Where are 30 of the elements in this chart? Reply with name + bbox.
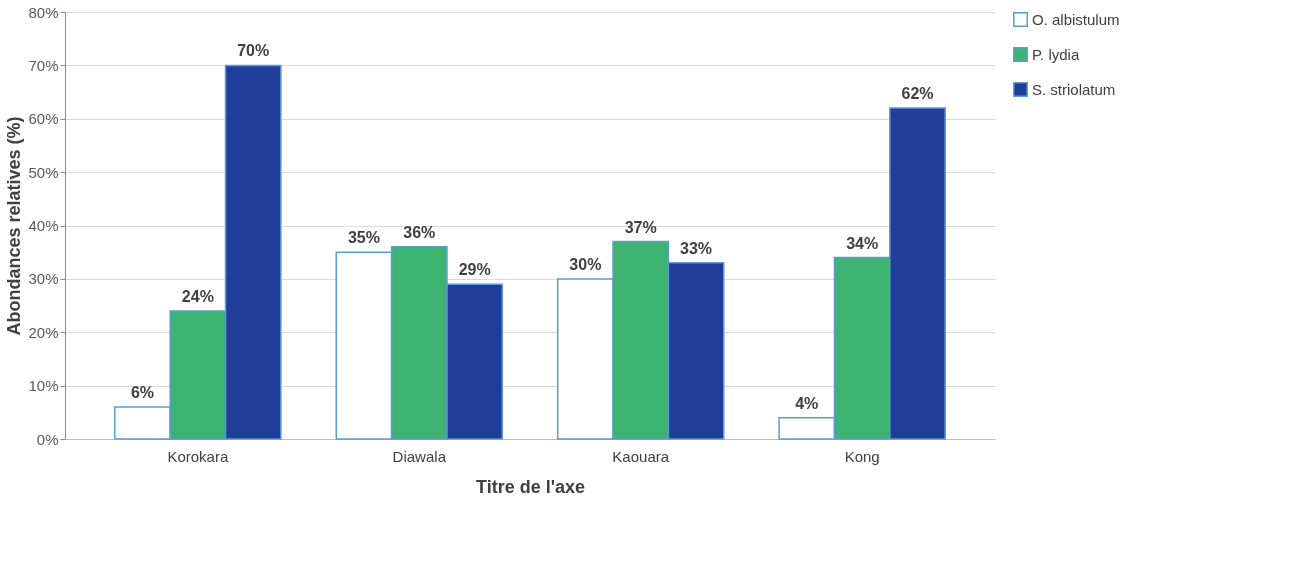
y-tick-label: 60%: [28, 110, 59, 128]
x-tick-label: Korokara: [167, 447, 229, 465]
data-label: 37%: [624, 218, 657, 236]
x-tick-label: Diawala: [392, 447, 447, 465]
data-label: 35%: [347, 229, 380, 247]
data-label: 33%: [680, 239, 713, 257]
data-label: 70%: [237, 42, 270, 60]
legend-label: S. striolatum: [1032, 80, 1116, 98]
data-label: 62%: [901, 85, 934, 103]
data-label: 6%: [130, 383, 155, 401]
data-label: 4%: [795, 394, 819, 412]
y-tick-label: 70%: [28, 56, 59, 74]
y-tick-label: 40%: [28, 217, 59, 234]
y-tick-label: 0%: [36, 430, 59, 448]
y-tick-label: 10%: [28, 377, 59, 395]
y-axis-title: Abondances relatives (%): [4, 116, 25, 336]
x-tick-label: Kong: [844, 447, 880, 465]
y-tick-label: 20%: [28, 323, 59, 341]
data-label: 36%: [403, 223, 436, 241]
x-tick-label: Kaouara: [612, 447, 670, 465]
y-tick-label: 80%: [28, 3, 59, 21]
legend-label: P. lydia: [1032, 45, 1080, 63]
x-axis-title: Titre de l'axe: [475, 476, 586, 497]
data-label: 30%: [569, 255, 602, 273]
y-tick-label: 50%: [28, 163, 59, 181]
data-label: 29%: [458, 261, 491, 279]
legend-label: O. albistulum: [1032, 10, 1120, 28]
data-label: 34%: [846, 234, 879, 252]
data-label: 24%: [181, 287, 214, 305]
y-tick-label: 30%: [28, 270, 59, 288]
